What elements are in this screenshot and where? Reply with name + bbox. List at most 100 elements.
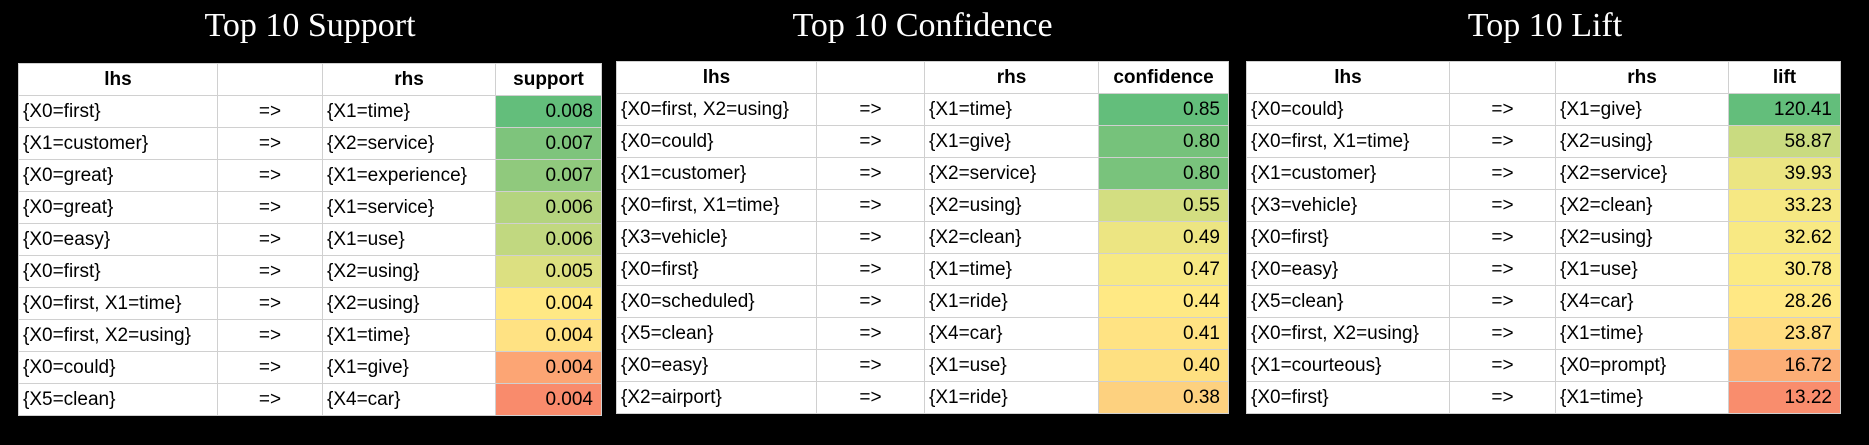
lhs-cell: {X0=could} [1246, 93, 1450, 126]
metric-value-cell: 0.44 [1098, 285, 1229, 318]
arrow-cell: => [217, 351, 323, 384]
arrow-cell: => [816, 221, 925, 254]
lhs-cell: {X0=easy} [18, 223, 218, 256]
metric-value-cell: 0.005 [495, 255, 602, 288]
table-row: {X0=first} => {X1=time} 0.008 [18, 95, 602, 128]
metric-value-cell: 16.72 [1728, 349, 1841, 382]
table-row: {X0=great} => {X1=experience} 0.007 [18, 159, 602, 192]
metric-value-cell: 0.007 [495, 159, 602, 192]
lhs-cell: {X3=vehicle} [1246, 189, 1450, 222]
arrow-cell: => [217, 287, 323, 320]
table-row: {X0=first, X2=using} => {X1=time} 0.004 [18, 319, 602, 352]
table-row: {X2=airport} => {X1=ride} 0.38 [616, 381, 1229, 414]
rhs-cell: {X1=service} [322, 191, 496, 224]
rhs-cell: {X2=service} [322, 127, 496, 160]
metric-value-cell: 0.38 [1098, 381, 1229, 414]
lhs-cell: {X1=customer} [18, 127, 218, 160]
arrow-cell: => [217, 383, 323, 416]
arrow-header [816, 61, 925, 94]
metric-value-cell: 0.006 [495, 191, 602, 224]
arrow-cell: => [217, 255, 323, 288]
lhs-cell: {X0=first} [18, 95, 218, 128]
table-row: {X0=first, X1=time} => {X2=using} 0.55 [616, 189, 1229, 222]
rhs-cell: {X1=give} [1555, 93, 1729, 126]
metric-header: confidence [1098, 61, 1229, 94]
arrow-cell: => [217, 159, 323, 192]
metric-value-cell: 0.008 [495, 95, 602, 128]
rhs-cell: {X1=time} [322, 319, 496, 352]
header-row: lhs rhs lift [1246, 61, 1841, 94]
table-row: {X1=customer} => {X2=service} 39.93 [1246, 157, 1841, 190]
metric-value-cell: 0.004 [495, 383, 602, 416]
rhs-cell: {X2=service} [1555, 157, 1729, 190]
confidence-table-title: Top 10 Confidence [792, 7, 1053, 44]
lhs-header: lhs [1246, 61, 1450, 94]
arrow-cell: => [217, 127, 323, 160]
arrow-cell: => [1449, 349, 1556, 382]
arrow-cell: => [816, 93, 925, 126]
arrow-cell: => [816, 317, 925, 350]
metric-value-cell: 0.47 [1098, 253, 1229, 286]
metric-value-cell: 28.26 [1728, 285, 1841, 318]
table-row: {X0=could} => {X1=give} 0.004 [18, 351, 602, 384]
rhs-cell: {X4=car} [924, 317, 1099, 350]
arrow-cell: => [217, 191, 323, 224]
arrow-cell: => [816, 381, 925, 414]
table-row: {X0=first, X1=time} => {X2=using} 0.004 [18, 287, 602, 320]
table-row: {X3=vehicle} => {X2=clean} 33.23 [1246, 189, 1841, 222]
table-row: {X0=scheduled} => {X1=ride} 0.44 [616, 285, 1229, 318]
lhs-cell: {X0=easy} [616, 349, 817, 382]
lhs-cell: {X1=customer} [616, 157, 817, 190]
metric-value-cell: 58.87 [1728, 125, 1841, 158]
arrow-cell: => [816, 349, 925, 382]
table-row: {X1=customer} => {X2=service} 0.007 [18, 127, 602, 160]
metric-value-cell: 0.49 [1098, 221, 1229, 254]
lhs-header: lhs [18, 63, 218, 96]
rhs-cell: {X1=use} [322, 223, 496, 256]
table-row: {X1=customer} => {X2=service} 0.80 [616, 157, 1229, 190]
lhs-cell: {X0=great} [18, 159, 218, 192]
arrow-header [1449, 61, 1556, 94]
header-row: lhs rhs support [18, 63, 602, 96]
arrow-cell: => [217, 319, 323, 352]
rhs-cell: {X1=time} [1555, 381, 1729, 414]
lhs-cell: {X0=scheduled} [616, 285, 817, 318]
rhs-cell: {X1=give} [322, 351, 496, 384]
table-row: {X0=first} => {X1=time} 0.47 [616, 253, 1229, 286]
lhs-cell: {X0=first, X1=time} [616, 189, 817, 222]
metric-value-cell: 39.93 [1728, 157, 1841, 190]
support-table-title: Top 10 Support [204, 7, 416, 44]
table-row: {X3=vehicle} => {X2=clean} 0.49 [616, 221, 1229, 254]
table-row: {X5=clean} => {X4=car} 0.004 [18, 383, 602, 416]
arrow-cell: => [1449, 125, 1556, 158]
lhs-cell: {X3=vehicle} [616, 221, 817, 254]
rhs-cell: {X4=car} [322, 383, 496, 416]
metric-value-cell: 0.004 [495, 287, 602, 320]
arrow-cell: => [1449, 157, 1556, 190]
metric-value-cell: 0.80 [1098, 157, 1229, 190]
rhs-cell: {X2=clean} [924, 221, 1099, 254]
arrow-cell: => [1449, 189, 1556, 222]
metric-value-cell: 120.41 [1728, 93, 1841, 126]
lhs-cell: {X1=customer} [1246, 157, 1450, 190]
lhs-cell: {X1=courteous} [1246, 349, 1450, 382]
table-row: {X1=courteous} => {X0=prompt} 16.72 [1246, 349, 1841, 382]
rhs-cell: {X1=use} [1555, 253, 1729, 286]
arrow-cell: => [816, 157, 925, 190]
lhs-cell: {X0=could} [18, 351, 218, 384]
arrow-cell: => [1449, 93, 1556, 126]
metric-value-cell: 32.62 [1728, 221, 1841, 254]
arrow-cell: => [816, 253, 925, 286]
arrow-cell: => [816, 189, 925, 222]
rhs-header: rhs [924, 61, 1099, 94]
rhs-cell: {X1=give} [924, 125, 1099, 158]
lift-table-title: Top 10 Lift [1467, 7, 1623, 44]
rhs-cell: {X1=time} [322, 95, 496, 128]
metric-value-cell: 0.004 [495, 351, 602, 384]
rhs-cell: {X1=ride} [924, 285, 1099, 318]
lhs-cell: {X2=airport} [616, 381, 817, 414]
rhs-cell: {X4=car} [1555, 285, 1729, 318]
metric-value-cell: 0.85 [1098, 93, 1229, 126]
header-row: lhs rhs confidence [616, 61, 1229, 94]
rhs-cell: {X0=prompt} [1555, 349, 1729, 382]
